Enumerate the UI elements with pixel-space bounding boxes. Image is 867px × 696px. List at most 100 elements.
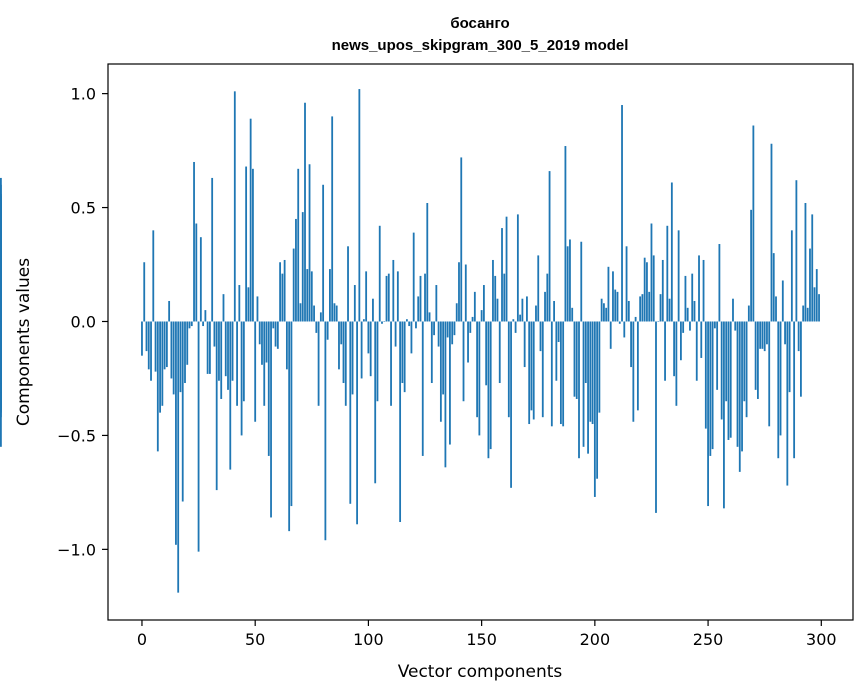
bar-162 — [507, 321, 510, 418]
bar-244 — [693, 300, 696, 322]
bar-47 — [247, 287, 250, 322]
bar-208 — [612, 271, 614, 322]
bar-168 — [521, 298, 524, 322]
bar-202 — [598, 321, 601, 413]
bar-341 — [0, 200, 2, 322]
bar-182 — [553, 300, 555, 322]
bar-210 — [616, 291, 619, 322]
bar-142 — [462, 321, 465, 402]
bar-138 — [453, 321, 456, 336]
bar-145 — [469, 321, 472, 333]
bar-126 — [426, 203, 429, 322]
bar-294 — [806, 307, 809, 322]
bar-102 — [372, 298, 374, 322]
bar-33 — [215, 321, 218, 491]
bar-192 — [575, 321, 578, 399]
bar-112 — [394, 321, 397, 347]
bar-271 — [754, 321, 757, 390]
bar-129 — [433, 321, 435, 336]
bar-152 — [485, 321, 488, 386]
bar-18 — [181, 321, 184, 502]
bar-199 — [591, 321, 594, 425]
bar-23 — [193, 161, 195, 322]
bar-254 — [716, 321, 719, 390]
bar-35 — [220, 321, 223, 399]
bar-61 — [279, 262, 281, 322]
bar-69 — [297, 168, 300, 322]
bar-248 — [702, 259, 705, 322]
y-tick-label: −1.0 — [57, 540, 96, 559]
bar-74 — [308, 164, 311, 322]
bar-266 — [743, 321, 746, 402]
bar-286 — [788, 321, 791, 393]
bar-252 — [711, 321, 714, 450]
bar-21 — [188, 321, 191, 329]
bar-59 — [274, 321, 277, 347]
bar-198 — [589, 321, 592, 422]
bar-113 — [396, 271, 399, 322]
bar-183 — [555, 321, 558, 381]
bar-27 — [202, 321, 205, 327]
bar-94 — [353, 285, 356, 322]
bar-134 — [444, 321, 447, 468]
bar-24 — [195, 223, 198, 322]
bar-290 — [797, 321, 800, 352]
bar-3 — [147, 321, 150, 370]
bar-204 — [603, 303, 605, 322]
bar-127 — [428, 312, 431, 322]
bar-283 — [781, 280, 784, 322]
bar-71 — [301, 212, 304, 322]
bar-218 — [634, 316, 637, 322]
bar-65 — [288, 321, 291, 532]
bar-155 — [492, 259, 494, 322]
bar-109 — [387, 273, 390, 322]
bar-227 — [655, 321, 657, 513]
bar-121 — [415, 321, 417, 329]
bar-217 — [632, 321, 635, 422]
bar-285 — [786, 321, 789, 486]
bar-139 — [455, 303, 458, 322]
bar-267 — [745, 321, 748, 418]
bar-234 — [670, 182, 673, 322]
bar-190 — [571, 307, 574, 322]
bar-235 — [673, 321, 676, 377]
bar-137 — [451, 321, 454, 345]
bar-56 — [267, 321, 270, 456]
bar-174 — [535, 305, 537, 322]
bar-99 — [365, 271, 368, 322]
bar-170 — [526, 296, 528, 322]
bar-219 — [636, 321, 639, 411]
bar-93 — [351, 321, 354, 395]
bar-84 — [331, 116, 334, 322]
bar-265 — [741, 321, 743, 452]
bar-257 — [723, 321, 725, 509]
bar-151 — [482, 285, 485, 322]
bar-163 — [510, 321, 512, 488]
bar-195 — [582, 321, 585, 447]
bar-245 — [695, 321, 698, 381]
bar-14 — [172, 321, 175, 395]
bar-173 — [532, 321, 535, 420]
bar-86 — [335, 305, 338, 322]
bar-2 — [145, 321, 148, 352]
bar-296 — [811, 214, 814, 322]
bar-108 — [385, 275, 388, 322]
bar-36 — [222, 294, 225, 322]
bar-237 — [677, 230, 680, 322]
bar-144 — [467, 321, 469, 363]
bar-203 — [600, 298, 603, 322]
bar-200 — [593, 321, 596, 497]
bar-189 — [569, 239, 571, 322]
bar-130 — [435, 285, 438, 322]
bar-238 — [680, 321, 682, 361]
bar-48 — [249, 118, 252, 322]
bar-26 — [199, 237, 202, 322]
bar-233 — [668, 298, 671, 322]
bar-177 — [541, 321, 544, 418]
bar-228 — [657, 321, 660, 322]
bar-242 — [689, 321, 691, 331]
bar-17 — [179, 321, 182, 393]
bar-298 — [815, 269, 818, 322]
bar-31 — [211, 177, 214, 322]
bar-216 — [630, 321, 632, 368]
